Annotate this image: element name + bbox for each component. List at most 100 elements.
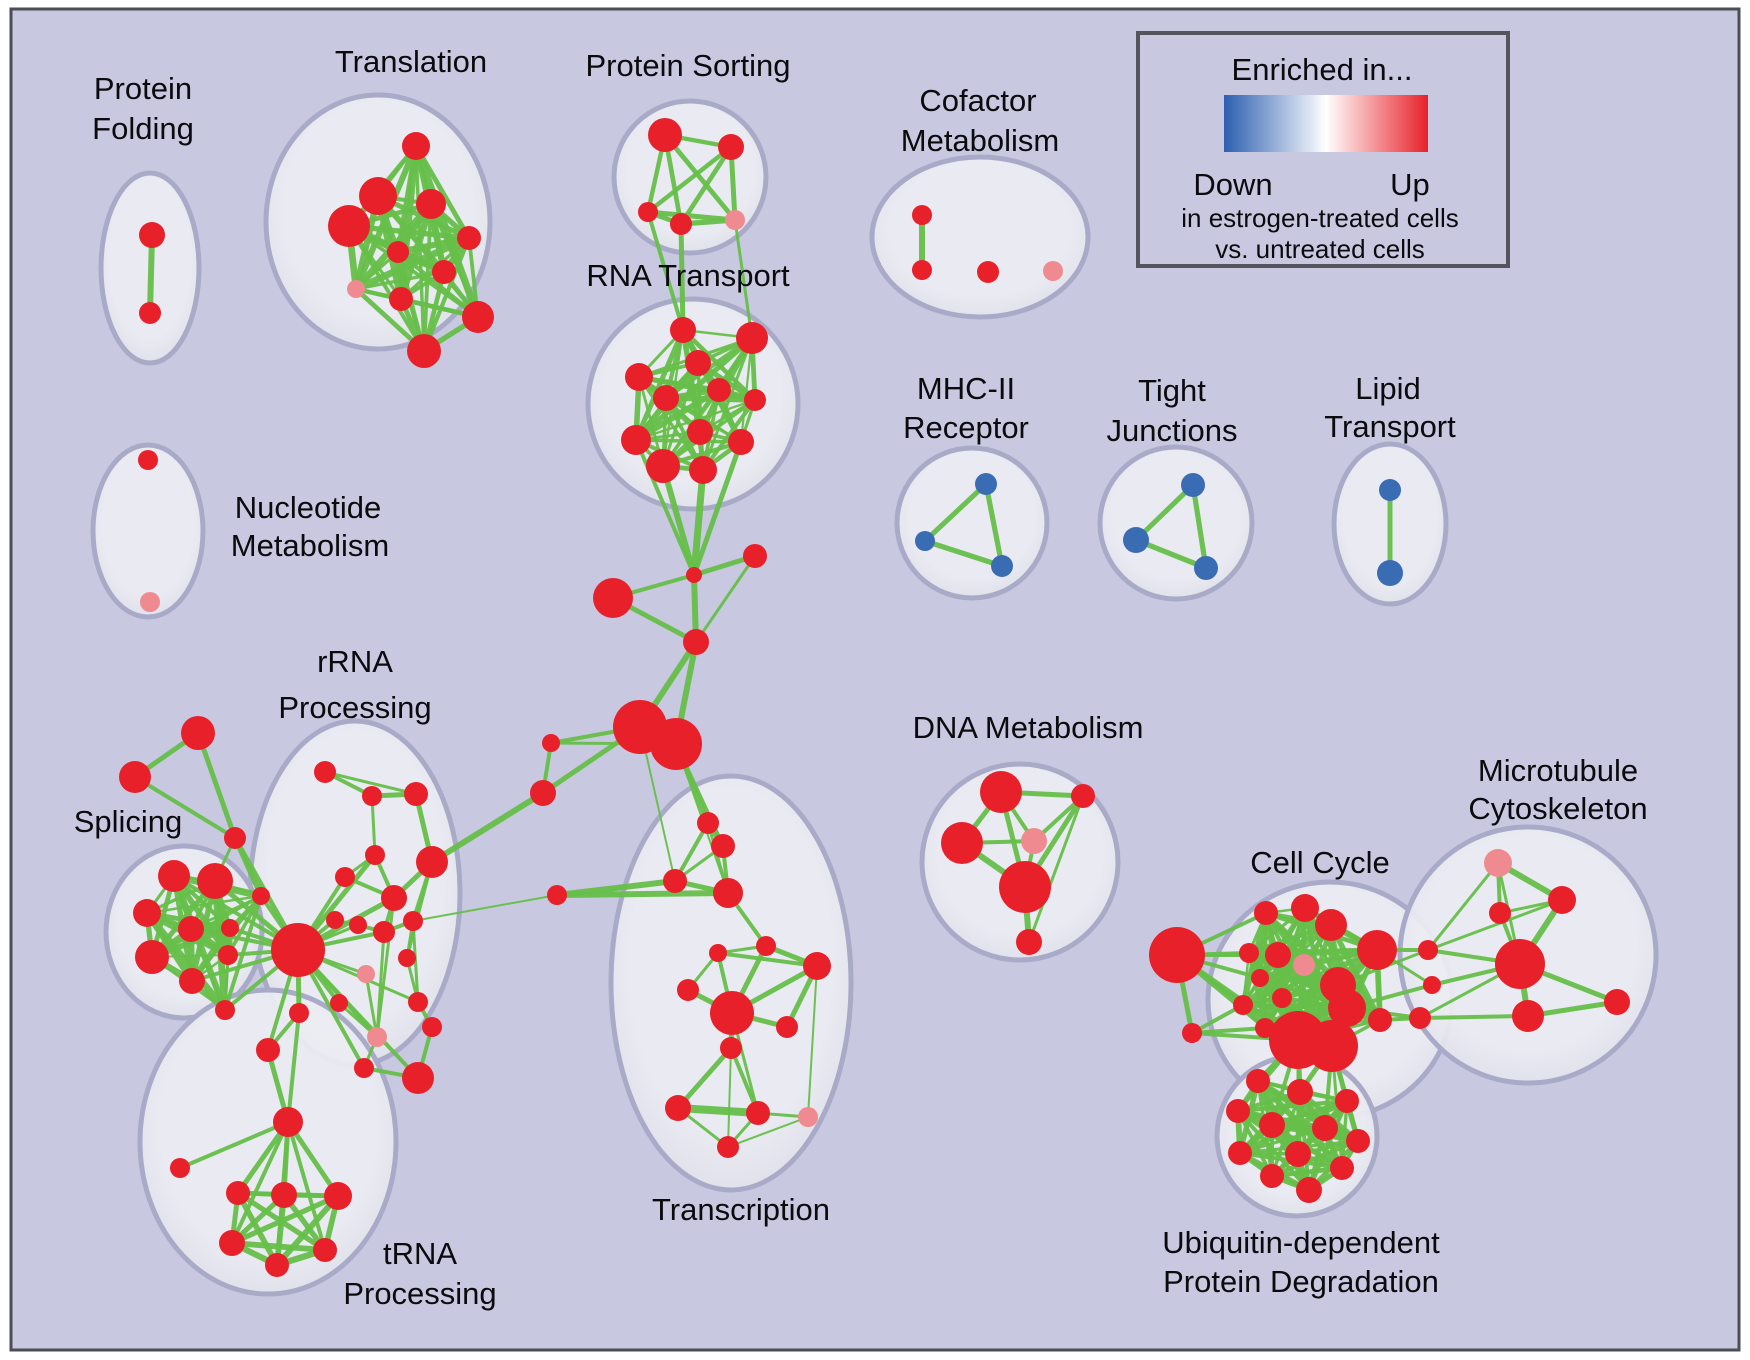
gene-set-node-67[interactable] [181,716,215,750]
gene-set-node-68[interactable] [119,761,151,793]
gene-set-node-79[interactable] [252,887,270,905]
gene-set-node-2[interactable] [402,132,430,160]
gene-set-node-73[interactable] [178,916,204,942]
gene-set-node-1[interactable] [139,302,161,324]
gene-set-node-90[interactable] [373,921,395,943]
gene-set-node-8[interactable] [432,260,456,284]
gene-set-node-70[interactable] [158,860,190,892]
gene-set-node-103[interactable] [273,1107,303,1137]
gene-set-node-20[interactable] [977,261,999,283]
gene-set-node-98[interactable] [402,1062,434,1094]
gene-set-node-35[interactable] [685,350,711,376]
gene-set-node-85[interactable] [335,867,355,887]
gene-set-node-50[interactable] [542,734,560,752]
gene-set-node-110[interactable] [265,1253,289,1277]
gene-set-node-108[interactable] [219,1230,245,1256]
gene-set-node-151[interactable] [1228,1141,1252,1165]
gene-set-node-61[interactable] [776,1016,798,1038]
gene-set-node-83[interactable] [404,782,428,806]
cluster-shape-tight-junctions[interactable] [1097,444,1255,602]
gene-set-node-71[interactable] [197,863,233,899]
gene-set-node-42[interactable] [646,449,680,483]
gene-set-node-86[interactable] [381,885,407,911]
gene-set-node-145[interactable] [1287,1079,1313,1105]
gene-set-node-36[interactable] [707,378,731,402]
gene-set-node-114[interactable] [1021,828,1047,854]
gene-set-node-130[interactable] [1328,989,1366,1027]
gene-set-node-135[interactable] [1418,940,1438,960]
gene-set-node-94[interactable] [330,994,348,1012]
gene-set-node-113[interactable] [941,822,983,864]
gene-set-node-96[interactable] [408,992,428,1012]
gene-set-node-128[interactable] [1233,995,1253,1015]
gene-set-node-21[interactable] [1043,261,1063,281]
gene-set-node-75[interactable] [135,940,169,974]
gene-set-node-106[interactable] [271,1182,297,1208]
gene-set-node-144[interactable] [1246,1069,1270,1093]
gene-set-node-81[interactable] [314,761,336,783]
gene-set-node-58[interactable] [803,952,831,980]
gene-set-node-40[interactable] [687,419,713,445]
gene-set-node-116[interactable] [1016,929,1042,955]
gene-set-node-104[interactable] [170,1158,190,1178]
cluster-shape-mhc-ii-receptor[interactable] [894,445,1050,601]
gene-set-node-77[interactable] [218,945,238,965]
gene-set-node-25[interactable] [915,531,935,551]
gene-set-node-84[interactable] [365,845,385,865]
gene-set-node-138[interactable] [1484,849,1512,877]
gene-set-node-39[interactable] [621,425,651,455]
gene-set-node-91[interactable] [403,911,423,931]
gene-set-node-111[interactable] [980,771,1022,813]
gene-set-node-7[interactable] [387,241,409,263]
gene-set-node-33[interactable] [736,322,768,354]
gene-set-node-5[interactable] [328,205,370,247]
gene-set-node-133[interactable] [1306,1020,1358,1072]
gene-set-node-22[interactable] [138,450,158,470]
gene-set-node-28[interactable] [1123,527,1149,553]
gene-set-node-38[interactable] [744,389,766,411]
gene-set-node-82[interactable] [362,786,382,806]
gene-set-node-51[interactable] [697,812,719,834]
gene-set-node-99[interactable] [354,1058,374,1078]
gene-set-node-147[interactable] [1226,1099,1250,1123]
gene-set-node-109[interactable] [313,1238,337,1262]
gene-set-node-56[interactable] [756,936,776,956]
gene-set-node-76[interactable] [179,968,205,994]
gene-set-node-143[interactable] [1604,989,1630,1015]
gene-set-node-62[interactable] [720,1037,742,1059]
gene-set-node-69[interactable] [224,827,246,849]
gene-set-node-140[interactable] [1489,902,1511,924]
gene-set-node-74[interactable] [221,919,239,937]
gene-set-node-27[interactable] [1181,473,1205,497]
gene-set-node-115[interactable] [999,861,1051,913]
gene-set-node-37[interactable] [653,385,679,411]
gene-set-node-122[interactable] [1265,942,1291,968]
gene-set-node-137[interactable] [1409,1007,1431,1029]
gene-set-node-93[interactable] [398,949,416,967]
gene-set-node-102[interactable] [256,1038,280,1062]
gene-set-node-155[interactable] [1296,1177,1322,1203]
gene-set-node-64[interactable] [746,1101,770,1125]
gene-set-node-101[interactable] [289,1003,309,1023]
gene-set-node-44[interactable] [686,567,702,583]
gene-set-node-100[interactable] [530,780,556,806]
gene-set-node-119[interactable] [1254,901,1278,925]
gene-set-node-124[interactable] [1315,909,1347,941]
gene-set-node-141[interactable] [1495,939,1545,989]
gene-set-node-26[interactable] [991,555,1013,577]
gene-set-node-117[interactable] [1149,927,1205,983]
gene-set-node-107[interactable] [324,1182,352,1210]
gene-set-node-60[interactable] [710,991,754,1035]
gene-set-node-87[interactable] [416,846,448,878]
gene-set-node-95[interactable] [367,1027,387,1047]
gene-set-node-16[interactable] [670,213,692,235]
cluster-shape-cofactor-metabolism[interactable] [869,154,1091,320]
gene-set-node-72[interactable] [133,899,161,927]
gene-set-node-10[interactable] [389,287,413,311]
gene-set-node-4[interactable] [416,189,446,219]
gene-set-node-149[interactable] [1312,1115,1338,1141]
gene-set-node-12[interactable] [407,334,441,368]
gene-set-node-15[interactable] [638,202,658,222]
gene-set-node-65[interactable] [798,1107,818,1127]
gene-set-node-88[interactable] [326,911,344,929]
